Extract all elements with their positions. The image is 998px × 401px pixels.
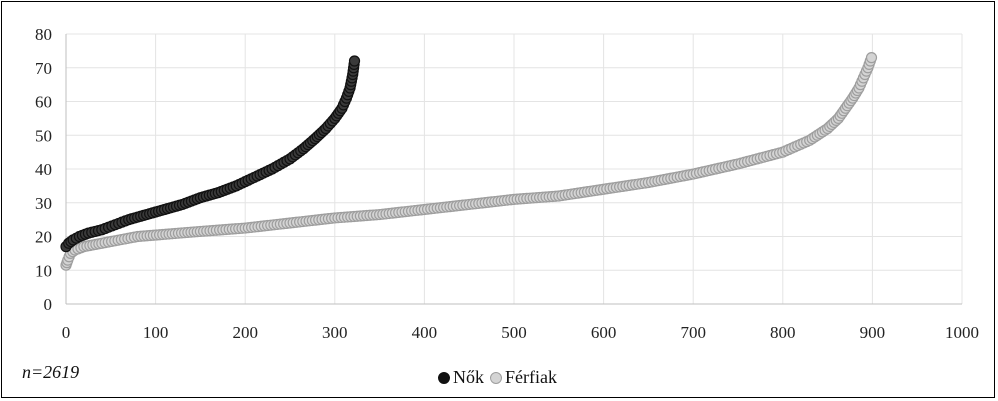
x-tick-label: 900 <box>860 323 886 342</box>
gridlines <box>66 33 963 304</box>
x-tick-label: 700 <box>680 323 706 342</box>
y-tick-label: 20 <box>35 228 52 247</box>
y-tick-label: 70 <box>35 59 52 78</box>
series-1 <box>60 52 878 271</box>
data-points <box>60 52 878 271</box>
x-tick-label: 500 <box>501 323 527 342</box>
y-tick-label: 60 <box>35 93 52 112</box>
x-tick-label: 800 <box>770 323 796 342</box>
legend-label-ferfiak: Férfiak <box>505 367 557 387</box>
x-axis-ticks: 0 100 200 300 400 500 600 700 800 900 1000 <box>62 323 979 342</box>
y-tick-label: 0 <box>44 295 53 314</box>
y-tick-label: 10 <box>35 261 52 280</box>
legend-item-nok: Nők <box>438 367 484 388</box>
sample-size-note: n=2619 <box>22 362 80 382</box>
legend: Nők Férfiak <box>438 367 563 388</box>
x-tick-label: 200 <box>232 323 258 342</box>
x-tick-label: 400 <box>412 323 438 342</box>
series-0 <box>60 55 361 253</box>
x-tick-label: 0 <box>62 323 71 342</box>
data-point <box>865 52 878 64</box>
x-tick-label: 1000 <box>945 323 979 342</box>
x-tick-label: 600 <box>591 323 617 342</box>
y-tick-label: 40 <box>35 160 52 179</box>
y-axis-ticks: 0 10 20 30 40 50 60 70 80 <box>35 25 52 314</box>
legend-item-ferfiak: Férfiak <box>490 367 557 388</box>
y-tick-label: 80 <box>35 25 52 44</box>
y-tick-label: 50 <box>35 126 52 145</box>
legend-label-nok: Nők <box>453 367 484 387</box>
y-tick-label: 30 <box>35 194 52 213</box>
x-tick-label: 100 <box>143 323 169 342</box>
legend-marker-nok <box>438 371 450 384</box>
data-point <box>348 55 361 67</box>
legend-marker-ferfiak <box>490 371 502 384</box>
x-tick-label: 300 <box>322 323 348 342</box>
